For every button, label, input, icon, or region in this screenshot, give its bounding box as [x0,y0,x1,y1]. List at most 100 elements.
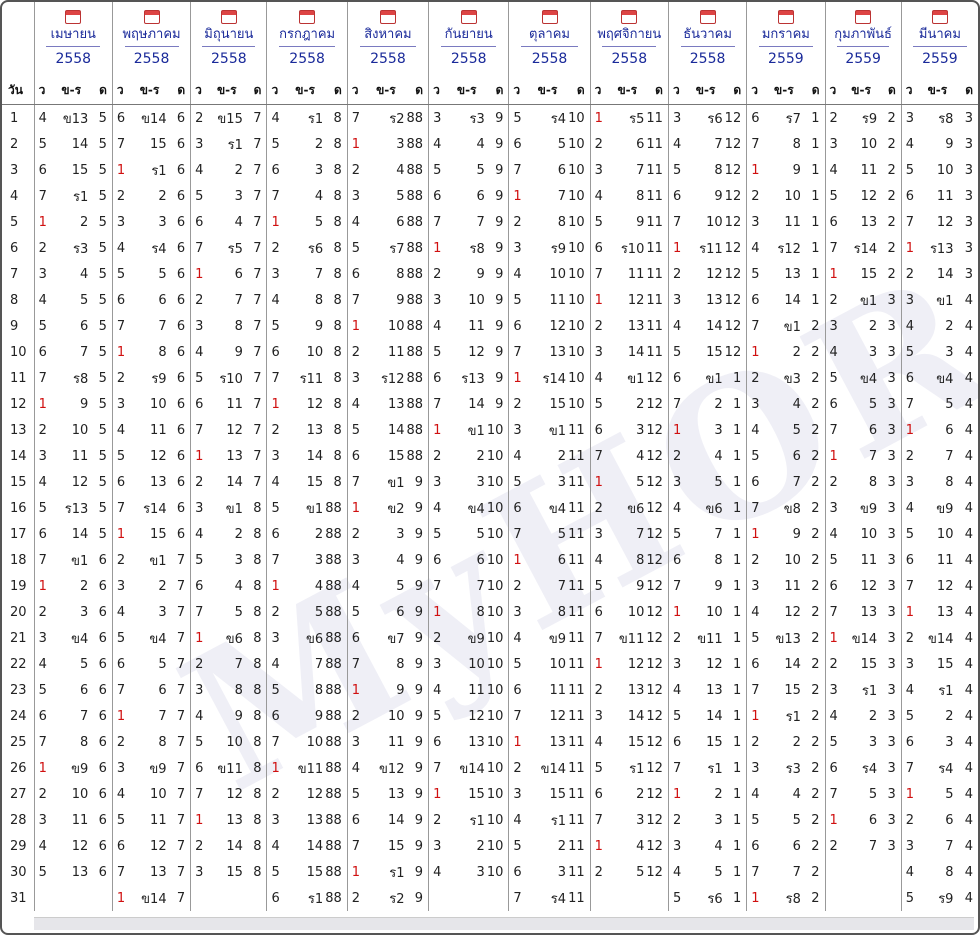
calendar-icon[interactable] [379,10,396,24]
month-header[interactable]: พฤศจิกายน 2558 [589,2,669,76]
calendar-icon[interactable] [777,10,794,24]
weekday-value: 7 [508,885,529,911]
lunar-day-value: 7 [557,578,567,594]
lunar-day-value: ข11 [297,761,324,777]
lunar-day-value: ข4 [936,371,954,387]
weekday-value: 5 [508,104,529,131]
month-header[interactable]: กรกฎาคม 2558 [266,2,348,76]
lunar-day-value: 11 [468,682,485,698]
lunar-month-value: 11 [568,708,585,724]
calendar-icon[interactable] [143,10,160,24]
weekday-value: 3 [900,833,922,859]
weekday-value: 4 [428,677,449,703]
month-header[interactable]: มกราคม 2559 [746,2,825,76]
horizontal-scrollbar[interactable] [34,917,974,930]
month-header[interactable]: ธันวาคม 2558 [667,2,747,76]
lunar-day-value: ร1 [938,683,954,699]
weekday-value: 7 [900,573,922,599]
lunar-month-value: 4 [964,552,973,568]
month-year: 2558 [211,51,247,67]
month-header[interactable]: พฤษภาคม 2558 [111,2,191,76]
sub-label-month: ด [724,76,747,105]
weekday-value: 5 [111,625,133,651]
lunar-month-value: 9 [414,474,424,490]
lunar-month-value: 10 [568,136,585,152]
month-header[interactable]: ตุลาคม 2558 [508,2,591,76]
month-name[interactable]: กรกฎาคม [279,27,336,42]
weekday-value: 7 [508,703,529,729]
month-header[interactable]: มิถุนายน 2558 [190,2,267,76]
month-name[interactable]: ธันวาคม [683,27,732,42]
lunar-month-value: 11 [568,734,585,750]
weekday-value: 7 [346,287,368,313]
month-header[interactable]: มีนาคม 2559 [900,2,978,76]
calendar-icon[interactable] [541,10,558,24]
day-row: 8 4 5 5 6 6 6 2 7 7 4 8 8 7 9 88 3 10 9 5 11 10 1 12 11 3 13 12 6 14 1… [2,287,978,313]
lunar-month-value: 1 [732,500,742,516]
lunar-month-value: 12 [646,474,663,490]
lunar-day-value: 7 [314,266,324,282]
lunar-month-value: 3 [964,188,973,204]
weekday-value: 1 [667,781,689,807]
month-name[interactable]: มกราคม [761,27,810,42]
month-name[interactable]: พฤษภาคม [122,27,181,42]
sub-label-month: ด [568,76,591,105]
weekday-value: 1 [824,261,846,287]
lunar-day-value: 9 [636,214,645,230]
month-name[interactable]: ตุลาคม [529,27,570,42]
calendar-icon[interactable] [855,10,872,24]
month-header[interactable]: สิงหาคม 2558 [346,2,429,76]
lunar-day-value: ร2 [389,111,405,127]
day-number: 1 [10,110,19,126]
month-name[interactable]: มิถุนายน [204,27,254,42]
month-header[interactable]: เมษายน 2558 [33,2,113,76]
month-name[interactable]: สิงหาคม [364,27,412,42]
lunar-day-value: 13 [150,474,167,490]
calendar-icon[interactable] [621,10,638,24]
lunar-day-value: 6 [557,162,567,178]
weekday-value: 7 [190,781,211,807]
weekday-value: 3 [824,495,846,521]
calendar-icon[interactable] [460,10,477,24]
month-name[interactable]: พฤศจิกายน [597,27,662,42]
calendar-icon[interactable] [299,10,316,24]
calendar-icon[interactable] [220,10,237,24]
lunar-day-value: 2 [714,786,723,802]
weekday-value: 3 [667,833,689,859]
month-name[interactable]: กันยายน [444,27,493,42]
lunar-day-value: 4 [80,266,89,282]
day-row: 14 3 11 5 5 12 6 1 13 7 3 14 8 6 15 88 2 2 10 4 2 11 7 4 12 2 4 1 5 6… [2,443,978,469]
lunar-day-value: 12 [306,786,324,802]
lunar-month-value: 3 [887,656,896,672]
calendar-icon[interactable] [65,10,82,24]
weekday-value: 4 [667,859,689,885]
month-name[interactable]: เมษายน [50,27,96,42]
lunar-day-value: 2 [234,526,243,542]
month-name[interactable]: มีนาคม [918,27,961,42]
weekday-value: 6 [824,209,846,235]
calendar-icon[interactable] [931,10,948,24]
weekday-value: 6 [428,365,449,391]
lunar-day-value: ข4 [149,631,167,647]
lunar-month-value: 3 [964,136,973,152]
month-underline [602,46,657,47]
weekday-value: 3 [824,677,846,703]
sub-label-waxing-waning: ข-ร [528,76,569,105]
weekday-value: 2 [589,313,611,339]
month-year: 2558 [611,51,648,67]
weekday-value: 6 [266,339,288,365]
lunar-month-value: 8 [333,136,342,152]
lunar-month-value: 12 [646,448,663,464]
day-number: 27 [10,786,27,802]
lunar-month-value: 4 [964,604,973,620]
weekday-value: 4 [746,235,767,261]
lunar-month-value: 4 [964,812,973,828]
month-name[interactable]: กุมภาพันธ์ [834,27,892,42]
month-header[interactable]: กุมภาพันธ์ 2559 [824,2,902,76]
month-header[interactable]: กันยายน 2558 [428,2,509,76]
lunar-month-value: 12 [724,162,742,178]
weekday-value: 3 [33,807,55,833]
weekday-value: 7 [428,755,449,781]
calendar-icon[interactable] [699,10,716,24]
weekday-value: 2 [33,417,55,443]
